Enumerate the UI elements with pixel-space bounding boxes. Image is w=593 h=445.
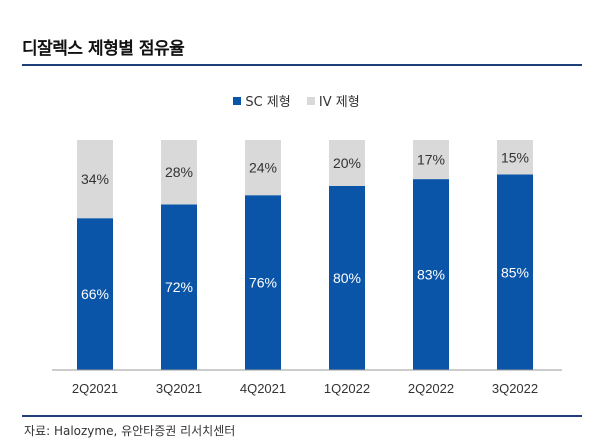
sc-value-label-3Q2022: 85%: [501, 264, 529, 280]
x-tick-label-2Q2021: 2Q2021: [72, 381, 118, 396]
sc-bar-1Q2022: [329, 186, 365, 370]
iv-value-label-2Q2022: 17%: [417, 152, 445, 168]
legend-swatch-sc: [233, 96, 242, 105]
chart-title: 디잘렉스 제형별 점유율: [22, 39, 185, 59]
iv-value-label-1Q2022: 20%: [333, 155, 361, 171]
iv-value-label-4Q2021: 24%: [249, 160, 277, 176]
sc-bar-2Q2022: [413, 179, 449, 370]
legend-item-sc: SC 제형: [233, 91, 291, 110]
legend-label-sc: SC 제형: [245, 95, 291, 110]
sc-value-label-3Q2021: 72%: [165, 279, 193, 295]
bars-group: 66% 34% 72% 28% 76% 24% 80% 20% 83% 17% 85% 15%: [77, 140, 533, 370]
iv-value-label-3Q2021: 28%: [165, 164, 193, 180]
iv-value-label-2Q2021: 34%: [81, 171, 109, 187]
source-note: 자료: Halozyme, 유안타증권 리서치센터: [24, 424, 236, 438]
sc-value-label-1Q2022: 80%: [333, 270, 361, 286]
sc-bar-2Q2021: [77, 218, 113, 370]
x-tick-label-3Q2021: 3Q2021: [156, 381, 202, 396]
sc-bar-3Q2021: [161, 204, 197, 370]
legend-item-iv: IV 제형: [306, 91, 360, 110]
x-tick-label-3Q2022: 3Q2022: [492, 381, 538, 396]
x-tick-label-2Q2022: 2Q2022: [408, 381, 454, 396]
x-tick-labels: 2Q2021 3Q2021 4Q2021 1Q2022 2Q2022 3Q2022: [72, 381, 538, 396]
legend-swatch-iv: [306, 96, 315, 105]
iv-bar-3Q2021: [161, 140, 197, 205]
x-tick-label-1Q2022: 1Q2022: [324, 381, 370, 396]
sc-value-label-4Q2021: 76%: [249, 275, 277, 291]
iv-bar-4Q2021: [245, 140, 281, 196]
sc-value-label-2Q2022: 83%: [417, 267, 445, 283]
legend: SC 제형 IV 제형: [0, 91, 593, 110]
iv-value-label-3Q2022: 15%: [501, 149, 529, 165]
sc-value-label-2Q2021: 66%: [81, 286, 109, 302]
sc-bar-4Q2021: [245, 195, 281, 370]
iv-bar-1Q2022: [329, 140, 365, 186]
source-rule: [22, 415, 582, 417]
iv-bar-3Q2022: [497, 140, 533, 175]
iv-bar-2Q2021: [77, 140, 113, 219]
sc-bar-3Q2022: [497, 174, 533, 370]
iv-bar-2Q2022: [413, 140, 449, 180]
x-tick-label-4Q2021: 4Q2021: [240, 381, 286, 396]
legend-label-iv: IV 제형: [318, 95, 360, 110]
title-rule: [22, 64, 582, 66]
